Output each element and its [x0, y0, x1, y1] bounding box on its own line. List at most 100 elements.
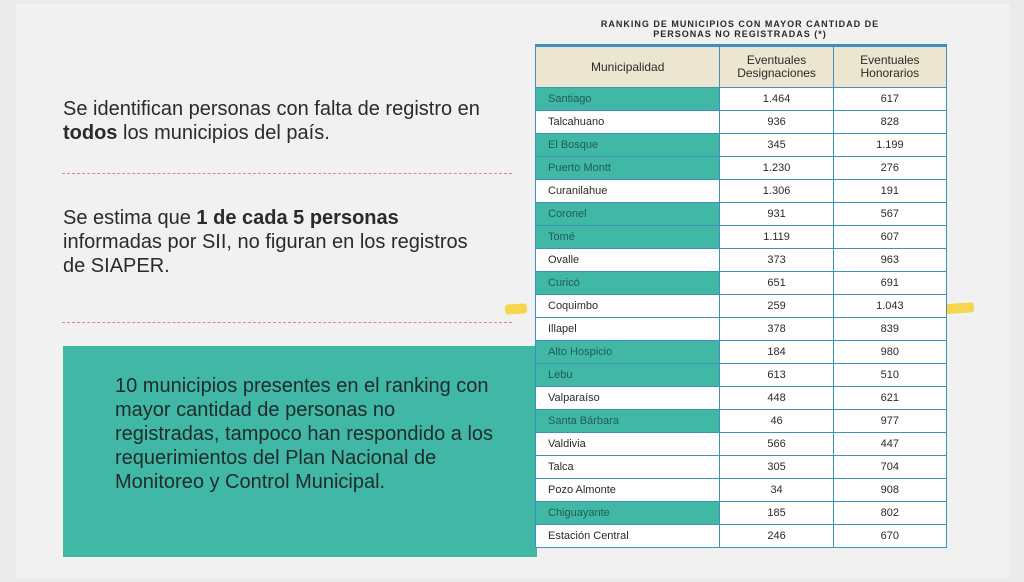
- cell-honorarios: 1.043: [832, 294, 948, 318]
- cell-honorarios: 276: [832, 156, 948, 180]
- table-row: Lebu 613 510: [534, 363, 948, 387]
- table-title-line: RANKING DE MUNICIPIOS CON MAYOR CANTIDAD…: [600, 19, 880, 29]
- cell-honorarios: 980: [832, 340, 948, 364]
- cell-honorarios: 691: [832, 271, 948, 295]
- statement-all-municipalities: Se identifican personas con falta de reg…: [63, 97, 493, 145]
- cell-honorarios: 567: [832, 202, 948, 226]
- cell-municipalidad: Valparaíso: [534, 386, 721, 410]
- statement-text: Se identifican personas con falta de reg…: [63, 98, 480, 120]
- table-row: Puerto Montt 1.230 276: [534, 156, 948, 180]
- cell-municipalidad: Coronel: [534, 202, 721, 226]
- statement-text: informadas por SII, no figuran en los re…: [63, 231, 468, 277]
- table-row: Illapel 378 839: [534, 317, 948, 341]
- table-row: Alto Hospicio 184 980: [534, 340, 948, 364]
- cell-designaciones: 345: [719, 133, 834, 157]
- cell-designaciones: 246: [719, 524, 834, 548]
- cell-honorarios: 963: [832, 248, 948, 272]
- column-header-honorarios: Eventuales Honorarios: [832, 45, 948, 88]
- table-row: Curicó 651 691: [534, 271, 948, 295]
- cell-designaciones: 185: [719, 501, 834, 525]
- table-row: Valparaíso 448 621: [534, 386, 948, 410]
- cell-municipalidad: Talca: [534, 455, 721, 479]
- cell-designaciones: 613: [719, 363, 834, 387]
- cell-honorarios: 839: [832, 317, 948, 341]
- cell-honorarios: 1.199: [832, 133, 948, 157]
- table-row: Talcahuano 936 828: [534, 110, 948, 134]
- statement-emphasis: 1 de cada 5 personas: [196, 207, 399, 229]
- cell-municipalidad: Ovalle: [534, 248, 721, 272]
- cell-honorarios: 704: [832, 455, 948, 479]
- table-title: RANKING DE MUNICIPIOS CON MAYOR CANTIDAD…: [535, 19, 945, 39]
- callout-box: 10 municipios presentes en el ranking co…: [63, 346, 537, 557]
- table-row: Coquimbo 259 1.043: [534, 294, 948, 318]
- table-row: Chiguayante 185 802: [534, 501, 948, 525]
- cell-designaciones: 651: [719, 271, 834, 295]
- cell-designaciones: 46: [719, 409, 834, 433]
- cell-municipalidad: Santiago: [534, 87, 721, 111]
- cell-municipalidad: Coquimbo: [534, 294, 721, 318]
- cell-municipalidad: Talcahuano: [534, 110, 721, 134]
- cell-municipalidad: Puerto Montt: [534, 156, 721, 180]
- cell-honorarios: 828: [832, 110, 948, 134]
- table-title-line: PERSONAS NO REGISTRADAS (*): [653, 29, 827, 39]
- callout-text: 10 municipios presentes en el ranking co…: [115, 375, 494, 493]
- dashed-divider: [62, 322, 512, 323]
- cell-municipalidad: Tomé: [534, 225, 721, 249]
- cell-municipalidad: Alto Hospicio: [534, 340, 721, 364]
- table-row: Estación Central 246 670: [534, 524, 948, 548]
- cell-designaciones: 1.464: [719, 87, 834, 111]
- cell-municipalidad: Santa Bárbara: [534, 409, 721, 433]
- cell-designaciones: 448: [719, 386, 834, 410]
- cell-municipalidad: Curicó: [534, 271, 721, 295]
- cell-honorarios: 510: [832, 363, 948, 387]
- cell-honorarios: 802: [832, 501, 948, 525]
- cell-designaciones: 936: [719, 110, 834, 134]
- header-label: Eventuales Honorarios: [860, 53, 920, 80]
- cell-designaciones: 1.230: [719, 156, 834, 180]
- cell-honorarios: 617: [832, 87, 948, 111]
- cell-designaciones: 373: [719, 248, 834, 272]
- cell-municipalidad: Curanilahue: [534, 179, 721, 203]
- highlighter-mark: [504, 303, 528, 315]
- cell-honorarios: 670: [832, 524, 948, 548]
- table-row: Tomé 1.119 607: [534, 225, 948, 249]
- cell-honorarios: 977: [832, 409, 948, 433]
- dashed-divider: [62, 173, 512, 174]
- statement-emphasis: todos: [63, 122, 118, 144]
- header-label: Eventuales Designaciones: [737, 53, 816, 80]
- cell-municipalidad: El Bosque: [534, 133, 721, 157]
- table-row: Valdivia 566 447: [534, 432, 948, 456]
- cell-municipalidad: Pozo Almonte: [534, 478, 721, 502]
- cell-designaciones: 566: [719, 432, 834, 456]
- cell-designaciones: 305: [719, 455, 834, 479]
- table-row: Santa Bárbara 46 977: [534, 409, 948, 433]
- cell-designaciones: 1.306: [719, 179, 834, 203]
- ranking-table: Municipalidad Eventuales Designaciones E…: [534, 44, 948, 548]
- table-row: Coronel 931 567: [534, 202, 948, 226]
- table-row: Curanilahue 1.306 191: [534, 179, 948, 203]
- cell-municipalidad: Lebu: [534, 363, 721, 387]
- cell-municipalidad: Estación Central: [534, 524, 721, 548]
- table-row: El Bosque 345 1.199: [534, 133, 948, 157]
- column-header-designaciones: Eventuales Designaciones: [719, 45, 834, 88]
- cell-municipalidad: Illapel: [534, 317, 721, 341]
- table-header-row: Municipalidad Eventuales Designaciones E…: [534, 45, 948, 88]
- table-row: Talca 305 704: [534, 455, 948, 479]
- table-row: Ovalle 373 963: [534, 248, 948, 272]
- table-row: Santiago 1.464 617: [534, 87, 948, 111]
- cell-designaciones: 259: [719, 294, 834, 318]
- cell-municipalidad: Chiguayante: [534, 501, 721, 525]
- statement-one-in-five: Se estima que 1 de cada 5 personas infor…: [63, 206, 493, 278]
- cell-designaciones: 34: [719, 478, 834, 502]
- cell-honorarios: 908: [832, 478, 948, 502]
- cell-municipalidad: Valdivia: [534, 432, 721, 456]
- column-header-municipalidad: Municipalidad: [534, 45, 721, 88]
- cell-designaciones: 931: [719, 202, 834, 226]
- cell-honorarios: 447: [832, 432, 948, 456]
- cell-designaciones: 184: [719, 340, 834, 364]
- cell-designaciones: 378: [719, 317, 834, 341]
- cell-honorarios: 607: [832, 225, 948, 249]
- statement-text: los municipios del país.: [117, 122, 330, 144]
- statement-text: Se estima que: [63, 207, 197, 229]
- cell-honorarios: 621: [832, 386, 948, 410]
